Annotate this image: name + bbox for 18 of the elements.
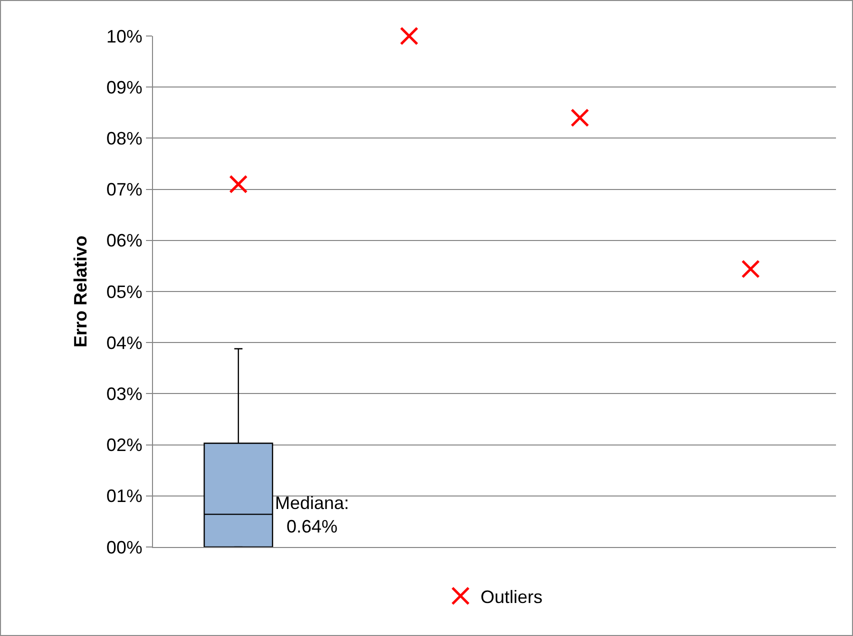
y-tick-label: 05%: [106, 282, 142, 302]
point: [400, 26, 418, 46]
legend-label: Outliers: [480, 586, 543, 607]
y-tick-label: 03%: [106, 384, 142, 404]
y-tick-label: 04%: [106, 332, 142, 353]
point: [229, 174, 248, 194]
y-tick-label: 09%: [106, 77, 142, 98]
y-tick-label: 01%: [106, 486, 142, 506]
y-tick-label: 06%: [106, 230, 142, 251]
y-tick-label: 10%: [106, 26, 142, 46]
y-axis-title: Erro Relativo: [70, 235, 91, 348]
y-tick-label: 07%: [106, 180, 142, 200]
y-tick-label: 00%: [106, 537, 142, 558]
point: [570, 108, 590, 128]
y-tick-label: 02%: [106, 435, 142, 456]
point: [741, 260, 760, 278]
y-tick-label: 08%: [106, 128, 142, 148]
annotation: Mediana: 0.64%: [275, 493, 350, 536]
